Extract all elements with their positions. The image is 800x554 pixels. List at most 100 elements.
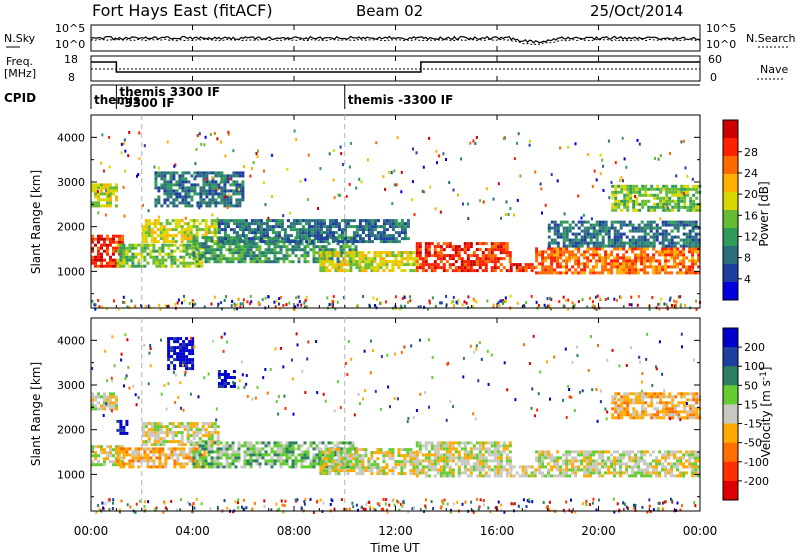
power-echo-cell <box>457 269 461 273</box>
velocity-echo-cell <box>409 472 413 476</box>
power-echo-cell <box>694 250 698 254</box>
power-echo-cell <box>556 241 560 245</box>
power-echo-cell <box>319 219 323 223</box>
power-echo-cell <box>238 204 242 208</box>
velocity-echo-cell <box>119 447 123 451</box>
power-echo-cell <box>433 260 437 264</box>
velocity-echo-cell <box>179 462 183 466</box>
velocity-echo-cell <box>351 447 355 451</box>
velocity-echo-cell <box>664 474 668 478</box>
power-echo-cell <box>415 263 419 267</box>
power-echo-cell <box>583 256 587 260</box>
power-echo-cell <box>273 239 277 243</box>
power-echo-cell <box>460 257 464 261</box>
velocity-echo-cell <box>174 434 178 438</box>
power-echo-cell <box>175 198 179 202</box>
velocity-echo-cell <box>255 447 259 451</box>
velocity-echo-cell <box>382 469 386 473</box>
velocity-echo-cell <box>637 456 641 460</box>
velocity-echo-cell <box>191 364 195 368</box>
power-echo-cell <box>348 182 351 186</box>
velocity-echo-cell <box>273 453 277 457</box>
power-echo-cell <box>300 242 304 246</box>
power-echo-cell <box>385 251 389 255</box>
velocity-echo-cell <box>481 459 485 463</box>
velocity-echo-cell <box>182 361 186 365</box>
power-echo-cell <box>610 253 614 257</box>
power-echo-cell <box>466 257 470 261</box>
velocity-echo-cell <box>607 465 611 469</box>
velocity-echo-cell <box>499 465 503 469</box>
velocity-echo-cell <box>147 440 151 444</box>
power-echo-cell <box>232 183 236 187</box>
power-echo-cell <box>631 268 635 272</box>
power-echo-cell <box>638 190 642 194</box>
power-echo-cell <box>457 299 460 303</box>
velocity-echo-cell <box>204 444 208 448</box>
velocity-echo-cell <box>167 340 171 344</box>
velocity-echo-cell <box>179 447 183 451</box>
power-echo-cell <box>505 245 509 249</box>
power-echo-cell <box>274 237 278 241</box>
power-echo-cell <box>370 260 374 264</box>
power-echo-cell <box>556 256 560 260</box>
power-echo-cell <box>613 265 617 269</box>
power-echo-cell <box>661 247 665 251</box>
power-echo-cell <box>227 132 230 136</box>
velocity-echo-cell <box>409 448 413 452</box>
power-echo-cell <box>481 263 485 267</box>
power-echo-cell <box>291 260 295 264</box>
velocity-echo-cell <box>505 447 509 451</box>
power-echo-cell <box>367 228 371 232</box>
power-echo-cell <box>616 256 620 260</box>
power-echo-cell <box>304 231 308 235</box>
velocity-echo-cell <box>144 440 148 444</box>
velocity-echo-cell <box>173 459 177 463</box>
power-echo-cell <box>484 248 488 252</box>
power-echo-cell <box>649 235 653 239</box>
freq-traces <box>91 61 700 73</box>
power-echo-cell <box>667 253 671 257</box>
velocity-echo-cell <box>448 444 452 448</box>
power-echo-cell <box>202 186 206 190</box>
velocity-echo-cell <box>146 456 150 460</box>
velocity-echo-cell <box>147 428 151 432</box>
velocity-echo-cell <box>91 398 94 402</box>
velocity-echo-cell <box>171 437 175 441</box>
velocity-echo-cell <box>478 474 482 478</box>
velocity-echo-cell <box>109 460 112 464</box>
power-echo-cell <box>301 231 305 235</box>
velocity-echo-cell <box>137 447 141 451</box>
velocity-echo-cell <box>496 465 500 469</box>
power-echo-cell <box>436 161 438 165</box>
velocity-echo-cell <box>291 450 295 454</box>
power-echo-cell <box>270 242 274 246</box>
power-echo-cell <box>106 252 109 256</box>
power-echo-cell <box>694 235 698 239</box>
power-echo-cell <box>507 213 510 216</box>
power-echo-cell <box>391 240 395 244</box>
power-echo-cell <box>231 254 235 258</box>
power-echo-cell <box>169 189 173 193</box>
velocity-echo-cell <box>106 404 109 408</box>
power-echo-cell <box>682 232 686 236</box>
velocity-echo-cell <box>100 448 103 452</box>
power-echo-cell <box>556 265 560 269</box>
power-echo-cell <box>336 236 340 240</box>
power-echo-cell <box>617 205 621 209</box>
power-echo-cell <box>158 249 162 253</box>
velocity-echo-cell <box>146 462 150 466</box>
velocity-echo-cell <box>391 466 395 470</box>
velocity-echo-cell <box>490 450 494 454</box>
velocity-echo-cell <box>194 456 198 460</box>
power-echo-cell <box>688 259 692 263</box>
power-echo-cell <box>195 242 199 246</box>
power-echo-cell <box>393 183 396 187</box>
power-echo-cell <box>455 300 458 304</box>
power-echo-cell <box>97 249 100 253</box>
velocity-echo-cell <box>457 450 461 454</box>
power-echo-cell <box>415 251 419 255</box>
power-echo-cell <box>428 136 431 140</box>
power-echo-cell <box>664 250 668 254</box>
velocity-echo-cell <box>445 441 449 445</box>
